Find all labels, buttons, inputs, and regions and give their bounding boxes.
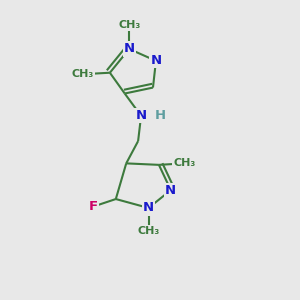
Text: N: N: [136, 109, 147, 122]
Text: N: N: [150, 54, 161, 67]
Text: CH₃: CH₃: [72, 69, 94, 79]
Text: CH₃: CH₃: [137, 226, 160, 236]
Text: H: H: [155, 109, 166, 122]
Text: CH₃: CH₃: [173, 158, 195, 168]
Text: N: N: [165, 184, 176, 196]
Text: CH₃: CH₃: [118, 20, 140, 30]
Text: N: N: [124, 42, 135, 56]
Text: N: N: [143, 202, 154, 214]
Text: F: F: [89, 200, 98, 213]
